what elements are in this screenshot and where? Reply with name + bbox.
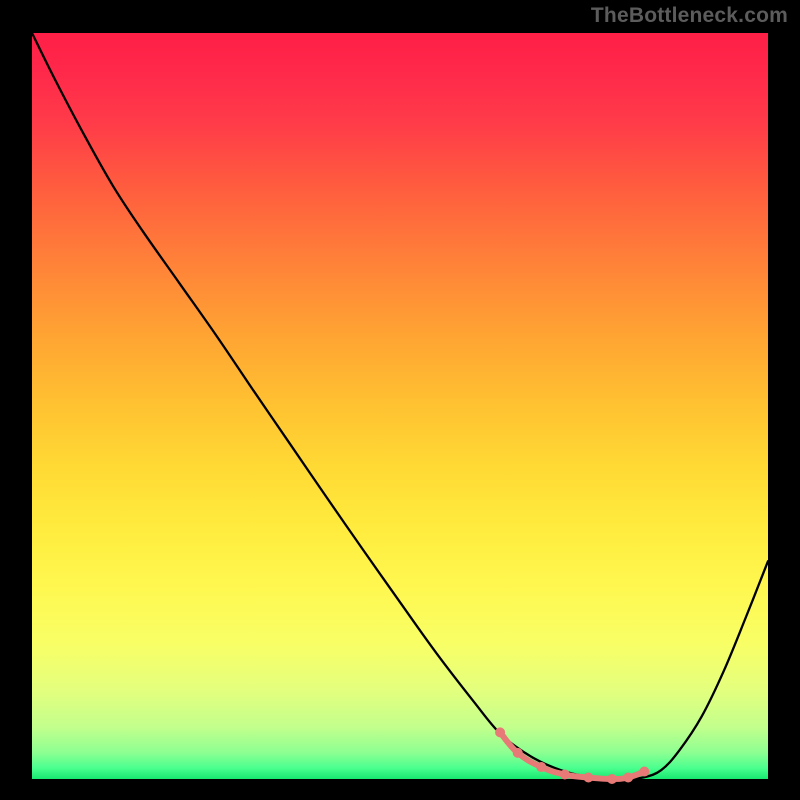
marker-dot [583, 773, 593, 783]
chart-root: TheBottleneck.com [0, 0, 800, 800]
gradient-curve-chart [0, 0, 800, 800]
marker-dot [607, 774, 617, 784]
marker-dot [623, 773, 633, 783]
marker-dot [536, 762, 546, 772]
marker-dot [560, 770, 570, 780]
marker-dot [495, 727, 505, 737]
marker-dot [639, 767, 649, 777]
plot-background [32, 33, 768, 779]
marker-dot [513, 748, 523, 758]
